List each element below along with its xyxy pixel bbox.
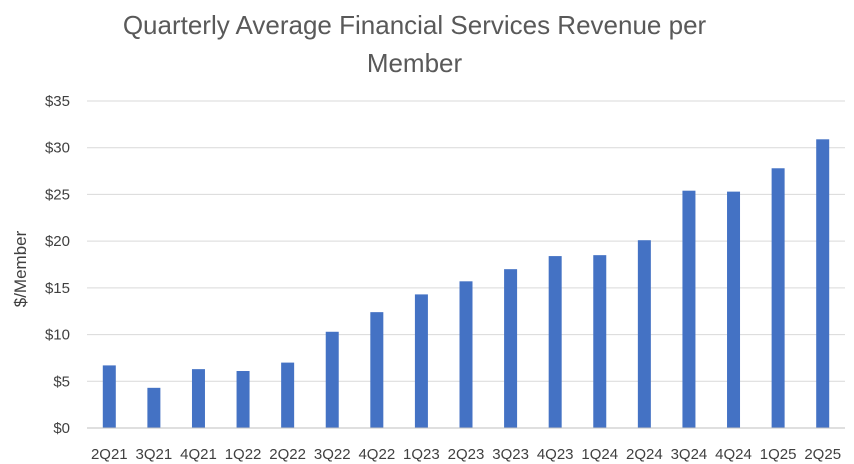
x-tick-label: 1Q23 [403,446,440,463]
y-axis-title: $/Member [11,230,30,307]
bars [102,139,830,429]
y-tick-label: $30 [45,140,70,157]
x-tick-label: 1Q22 [225,446,262,463]
x-tick-label: 4Q24 [715,446,752,463]
bar-4Q24 [727,191,741,428]
bar-1Q24 [593,255,607,428]
bar-1Q23 [414,294,428,428]
bar-2Q23 [459,281,473,428]
x-tick-label: 3Q24 [671,446,708,463]
bar-4Q22 [370,312,384,428]
bar-4Q21 [191,369,205,428]
x-tick-labels: 2Q21 3Q21 4Q21 1Q22 2Q22 3Q22 4Q22 1Q23 2Q23 3Q23… [91,446,841,463]
y-tick-label: $20 [45,233,70,250]
y-tick-label: $0 [53,420,70,437]
x-tick-label: 1Q25 [760,446,797,463]
y-tick-label: $35 [45,93,70,110]
x-tick-label: 2Q25 [804,446,841,463]
x-tick-label: 3Q22 [314,446,351,463]
x-tick-label: 4Q21 [180,446,217,463]
x-tick-label: 2Q21 [91,446,128,463]
y-tick-label: $10 [45,327,70,344]
bar-1Q22 [236,371,250,428]
bar-3Q23 [504,269,518,428]
x-tick-label: 3Q21 [136,446,173,463]
bar-2Q21 [102,365,116,428]
x-tick-label: 2Q22 [269,446,306,463]
bar-4Q23 [548,256,562,428]
y-tick-label: $15 [45,280,70,297]
y-tick-labels: $0 $5 $10 $15 $20 $25 $30 $35 [45,93,70,437]
bar-1Q25 [771,168,785,429]
bar-2Q24 [637,240,651,428]
bar-3Q21 [147,387,161,428]
bar-3Q24 [682,190,696,428]
bar-2Q22 [281,362,295,428]
bar-3Q22 [325,331,339,428]
y-tick-label: $5 [53,373,70,390]
x-tick-label: 1Q24 [581,446,618,463]
x-tick-label: 2Q24 [626,446,663,463]
bar-2Q25 [816,139,830,428]
x-tick-label: 4Q22 [358,446,395,463]
x-tick-label: 4Q23 [537,446,574,463]
x-tick-label: 3Q23 [492,446,529,463]
x-tick-label: 2Q23 [448,446,485,463]
y-tick-label: $25 [45,186,70,203]
